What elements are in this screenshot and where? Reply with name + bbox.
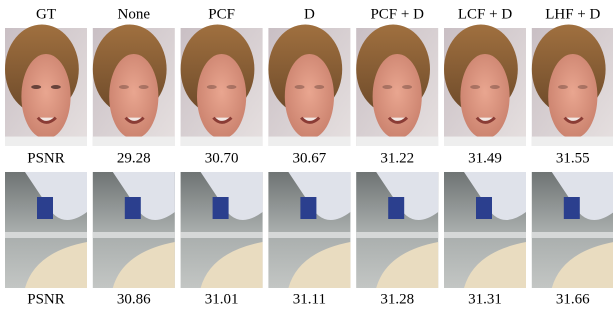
blue-part (37, 197, 53, 219)
blue-part (388, 197, 404, 219)
face-image (93, 24, 175, 146)
psnr-value: 31.55 (556, 150, 590, 166)
rod (356, 232, 438, 238)
rod (5, 232, 87, 238)
mouth (38, 118, 56, 123)
face-image (356, 24, 438, 146)
psnr-value: 31.01 (205, 291, 239, 307)
mouth (301, 118, 319, 123)
scene-image (181, 172, 263, 288)
mouth (389, 118, 407, 123)
eye (119, 85, 129, 89)
psnr-value: 30.86 (117, 291, 151, 307)
scene-image (356, 172, 438, 288)
shirt (532, 137, 613, 146)
figure: GT None PCF D PCF + D LCF + D LHF + D PSNR 29.28… (0, 0, 613, 314)
blue-part (300, 197, 316, 219)
psnr-value: 29.28 (117, 150, 151, 166)
row-label: PSNR (27, 291, 65, 307)
psnr-value: 31.31 (468, 291, 502, 307)
face (21, 54, 70, 139)
psnr-value: 31.66 (556, 291, 590, 307)
scene-image (532, 172, 613, 288)
face (548, 54, 597, 139)
face-image (444, 24, 526, 146)
face (460, 54, 509, 139)
mouth (565, 118, 583, 123)
psnr-value: 31.49 (468, 150, 502, 166)
column-header: GT (36, 6, 56, 22)
scene-image (444, 172, 526, 288)
shirt (181, 137, 263, 146)
eye (578, 85, 588, 89)
eye (207, 85, 217, 89)
eye (31, 85, 41, 89)
shirt (5, 137, 87, 146)
scene-image (93, 172, 175, 288)
psnr-value: 30.67 (293, 150, 327, 166)
face-image (532, 24, 613, 146)
face (373, 54, 422, 139)
blue-part (213, 197, 229, 219)
eye (139, 85, 149, 89)
scene-image (268, 172, 350, 288)
eye (558, 85, 568, 89)
scene-image (5, 172, 87, 288)
column-header: LHF + D (545, 6, 600, 22)
rod (532, 232, 613, 238)
blue-part (564, 197, 580, 219)
page: GT None PCF D PCF + D LCF + D LHF + D PSNR 29.28… (0, 0, 613, 314)
mouth (213, 118, 231, 123)
row-label: PSNR (27, 150, 65, 166)
rod (93, 232, 175, 238)
column-header: LCF + D (458, 6, 512, 22)
rod (444, 232, 526, 238)
psnr-value: 30.70 (205, 150, 239, 166)
mouth (126, 118, 144, 123)
shirt (93, 137, 175, 146)
face-image (181, 24, 263, 146)
eye (314, 85, 324, 89)
column-header: D (304, 6, 315, 22)
blue-part (476, 197, 492, 219)
face (197, 54, 246, 139)
eye (226, 85, 236, 89)
psnr-value: 31.22 (380, 150, 414, 166)
column-header: None (118, 6, 151, 22)
psnr-value: 31.11 (293, 291, 326, 307)
shirt (444, 137, 526, 146)
column-header: PCF (208, 6, 235, 22)
face-image (268, 24, 350, 146)
blue-part (125, 197, 141, 219)
rod (181, 232, 263, 238)
psnr-value: 31.28 (380, 291, 414, 307)
shirt (268, 137, 350, 146)
face (285, 54, 334, 139)
column-header: PCF + D (370, 6, 424, 22)
rod (268, 232, 350, 238)
eye (470, 85, 480, 89)
shirt (356, 137, 438, 146)
eye (382, 85, 392, 89)
mouth (477, 118, 495, 123)
face (109, 54, 158, 139)
eye (51, 85, 61, 89)
eye (295, 85, 305, 89)
eye (490, 85, 500, 89)
face-image (5, 24, 87, 146)
eye (402, 85, 412, 89)
